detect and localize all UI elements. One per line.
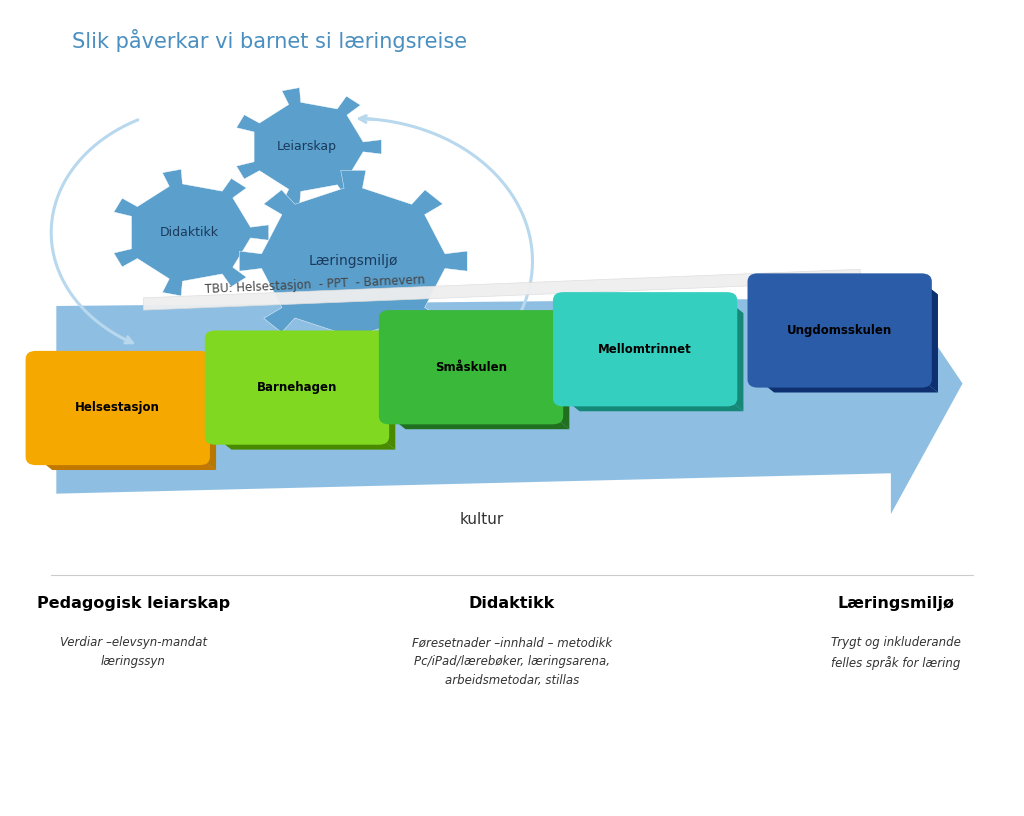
Text: Mellomtrinnet: Mellomtrinnet — [598, 343, 692, 356]
Polygon shape — [36, 359, 216, 372]
Text: kultur: kultur — [459, 512, 504, 527]
Polygon shape — [563, 300, 743, 313]
FancyBboxPatch shape — [26, 351, 210, 465]
Polygon shape — [114, 169, 268, 296]
Polygon shape — [563, 398, 743, 411]
Polygon shape — [200, 359, 216, 470]
Text: Trygt og inkluderande
felles språk for læring: Trygt og inkluderande felles språk for l… — [831, 636, 961, 670]
Text: Føresetnader –innhald – metodikk
Pc/iPad/lærebøker, læringsarena,
arbeidsmetodar: Føresetnader –innhald – metodikk Pc/iPad… — [412, 636, 612, 687]
Polygon shape — [56, 277, 963, 514]
FancyBboxPatch shape — [748, 273, 932, 388]
Polygon shape — [553, 318, 569, 429]
Polygon shape — [215, 339, 395, 352]
Polygon shape — [758, 379, 938, 392]
FancyBboxPatch shape — [205, 330, 389, 445]
FancyBboxPatch shape — [379, 310, 563, 424]
Polygon shape — [379, 339, 395, 450]
Text: Slik påverkar vi barnet si læringsreise: Slik påverkar vi barnet si læringsreise — [72, 29, 467, 51]
Polygon shape — [922, 282, 938, 392]
Text: Barnehagen: Barnehagen — [257, 381, 337, 394]
Polygon shape — [389, 318, 569, 331]
Text: Læringsmiljø: Læringsmiljø — [308, 254, 398, 268]
Polygon shape — [237, 87, 381, 206]
Text: Leiarskap: Leiarskap — [278, 140, 337, 153]
Polygon shape — [215, 437, 395, 450]
Polygon shape — [758, 282, 938, 295]
Text: Ungdomsskulen: Ungdomsskulen — [787, 324, 892, 337]
FancyBboxPatch shape — [553, 292, 737, 406]
Text: Didaktikk: Didaktikk — [160, 226, 219, 239]
Text: Småskulen: Småskulen — [435, 361, 507, 374]
Text: Pedagogisk leiarskap: Pedagogisk leiarskap — [37, 596, 229, 610]
Text: Didaktikk: Didaktikk — [469, 596, 555, 610]
Polygon shape — [389, 416, 569, 429]
Polygon shape — [727, 300, 743, 411]
Text: Verdiar –elevsyn-mandat
læringssyn: Verdiar –elevsyn-mandat læringssyn — [59, 636, 207, 668]
Polygon shape — [143, 269, 860, 310]
Text: Læringsmiljø: Læringsmiljø — [838, 596, 954, 610]
Polygon shape — [36, 457, 216, 470]
Polygon shape — [240, 171, 467, 352]
Text: TBU: Helsestasjon  - PPT  - Barnevern: TBU: Helsestasjon - PPT - Barnevern — [205, 273, 426, 296]
Text: Helsestasjon: Helsestasjon — [76, 401, 160, 415]
